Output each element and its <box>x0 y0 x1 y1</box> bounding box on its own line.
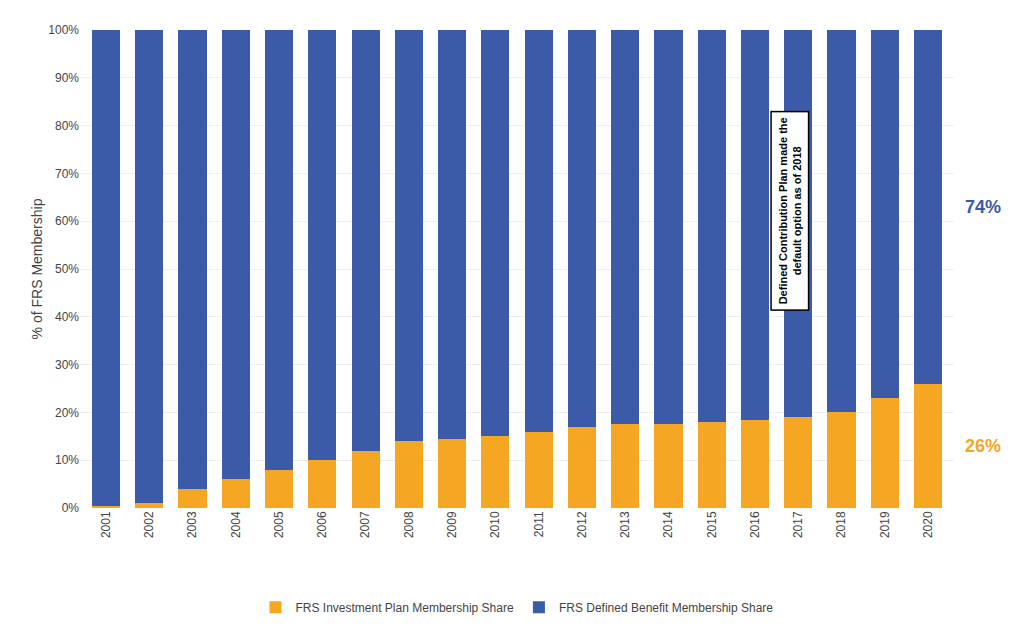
svg-text:Defined Contribution Plan made: Defined Contribution Plan made thedefaul… <box>777 117 803 304</box>
svg-text:2019: 2019 <box>878 511 892 538</box>
svg-text:10%: 10% <box>55 453 79 467</box>
svg-text:2012: 2012 <box>575 511 589 538</box>
svg-text:% of FRS Membership: % of FRS Membership <box>29 198 45 339</box>
svg-text:74%: 74% <box>965 197 1001 217</box>
svg-text:40%: 40% <box>55 310 79 324</box>
svg-text:2008: 2008 <box>402 511 416 538</box>
svg-text:2013: 2013 <box>618 511 632 538</box>
svg-text:80%: 80% <box>55 119 79 133</box>
svg-text:2010: 2010 <box>488 511 502 538</box>
svg-text:2001: 2001 <box>99 511 113 538</box>
svg-text:FRS Defined Benefit Membership: FRS Defined Benefit Membership Share <box>559 601 773 615</box>
svg-text:20%: 20% <box>55 406 79 420</box>
svg-text:2003: 2003 <box>185 511 199 538</box>
svg-text:90%: 90% <box>55 71 79 85</box>
svg-text:FRS Investment Plan Membership: FRS Investment Plan Membership Share <box>296 601 514 615</box>
svg-text:2006: 2006 <box>315 511 329 538</box>
svg-text:2018: 2018 <box>834 511 848 538</box>
svg-text:70%: 70% <box>55 167 79 181</box>
svg-text:30%: 30% <box>55 358 79 372</box>
svg-text:2016: 2016 <box>748 511 762 538</box>
svg-text:2002: 2002 <box>142 511 156 538</box>
svg-text:2007: 2007 <box>358 511 372 538</box>
svg-text:100%: 100% <box>48 23 79 37</box>
svg-text:60%: 60% <box>55 214 79 228</box>
svg-text:50%: 50% <box>55 262 79 276</box>
svg-text:2004: 2004 <box>229 511 243 538</box>
svg-text:2014: 2014 <box>661 511 675 538</box>
svg-text:0%: 0% <box>62 501 80 515</box>
svg-text:2017: 2017 <box>791 511 805 538</box>
svg-text:26%: 26% <box>965 436 1001 456</box>
svg-text:2011: 2011 <box>532 511 546 537</box>
svg-text:2009: 2009 <box>445 511 459 538</box>
svg-text:2020: 2020 <box>921 511 935 538</box>
svg-text:2005: 2005 <box>272 511 286 538</box>
svg-text:2015: 2015 <box>705 511 719 538</box>
